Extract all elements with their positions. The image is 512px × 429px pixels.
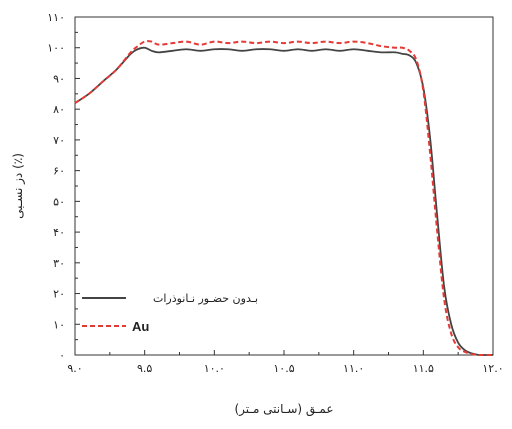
x-axis-title: عمـق (سـانتی مـتر) [235, 402, 334, 417]
legend: بـدون حضـور نـانوذرات Au [82, 292, 258, 334]
plot-frame [74, 16, 494, 356]
y-tick-label: ۱۰۰ [47, 42, 65, 55]
x-tick-label: ۱۰.۰ [204, 362, 225, 375]
y-tick-label: ۳۰ [53, 257, 65, 270]
y-tick-label: ۸۰ [53, 103, 65, 116]
x-tick-label: ۱۰.۵ [273, 362, 294, 375]
y-axis-title: (٪) دز نسـبی [11, 153, 26, 219]
plot-area [74, 16, 494, 356]
y-tick-label: ۴۰ [53, 226, 65, 239]
legend-label-no-nanoparticles: بـدون حضـور نـانوذرات [153, 292, 258, 305]
legend-label-au: Au [132, 319, 149, 334]
x-tick-label: ۹.۰ [67, 362, 82, 375]
y-tick-label: ۶۰ [53, 165, 65, 178]
y-tick-label: ۲۰ [53, 288, 65, 301]
y-tick-label: ۰ [59, 349, 65, 362]
y-tick-label: ۵۰ [53, 195, 65, 208]
x-tick-label: ۱۱.۵ [413, 362, 434, 375]
y-tick-label: ۹۰ [53, 72, 65, 85]
x-tick-label: ۱۲.۰ [482, 362, 503, 375]
y-axis-ticks: ۰ ۱۰ ۲۰ ۳۰ ۴۰ ۵۰ ۶۰ ۷۰ ۸۰ ۹۰ ۱۰۰ ۱۱۰ [47, 11, 80, 362]
series-line-1 [74, 40, 493, 357]
y-tick-label: ۷۰ [53, 134, 65, 147]
x-tick-label: ۹.۵ [137, 362, 152, 375]
series-layer [74, 40, 493, 357]
x-axis-ticks: ۹.۰ ۹.۵ ۱۰.۰ ۱۰.۵ ۱۱.۰ ۱۱.۵ ۱۲.۰ [67, 350, 504, 375]
series-line-0 [74, 46, 493, 357]
x-tick-label: ۱۱.۰ [343, 362, 364, 375]
y-tick-label: ۱۰ [53, 318, 65, 331]
y-tick-label: ۱۱۰ [47, 11, 65, 24]
